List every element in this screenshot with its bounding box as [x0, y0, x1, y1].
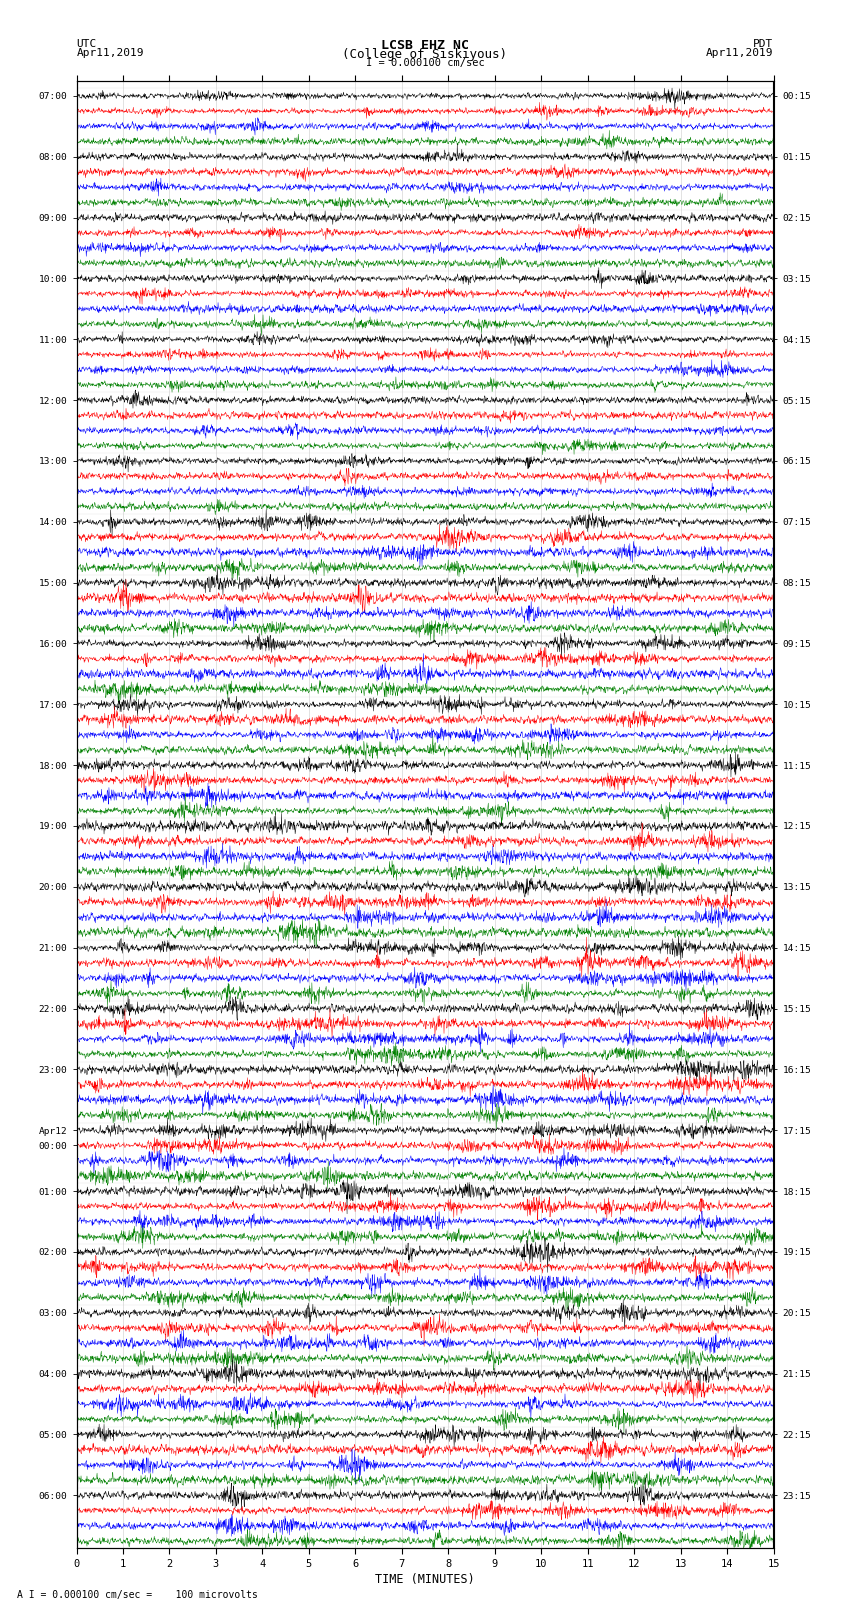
- Text: LCSB EHZ NC: LCSB EHZ NC: [381, 39, 469, 52]
- Text: Apr11,2019: Apr11,2019: [76, 48, 144, 58]
- Text: UTC: UTC: [76, 39, 97, 48]
- Text: (College of Siskiyous): (College of Siskiyous): [343, 48, 507, 61]
- Text: I = 0.000100 cm/sec: I = 0.000100 cm/sec: [366, 58, 484, 68]
- X-axis label: TIME (MINUTES): TIME (MINUTES): [375, 1573, 475, 1586]
- Text: Apr11,2019: Apr11,2019: [706, 48, 774, 58]
- Text: PDT: PDT: [753, 39, 774, 48]
- Text: A I = 0.000100 cm/sec =    100 microvolts: A I = 0.000100 cm/sec = 100 microvolts: [17, 1590, 258, 1600]
